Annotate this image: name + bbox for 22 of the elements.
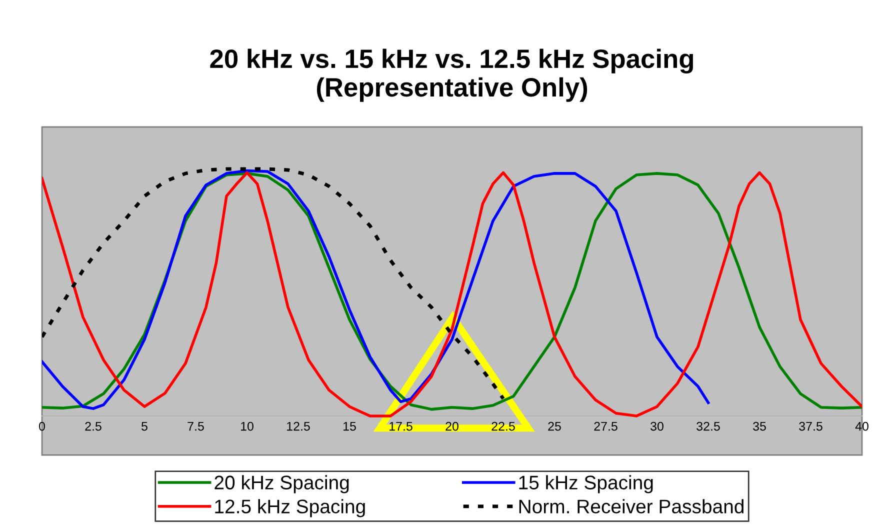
x-tick-label: 10 <box>241 422 254 431</box>
x-tick-label: 32.5 <box>696 422 720 431</box>
x-tick-label: 35 <box>753 422 766 431</box>
x-tick-label: 7.5 <box>188 422 204 431</box>
x-tick-label: 5 <box>142 422 148 431</box>
legend-label: 15 kHz Spacing <box>519 475 653 494</box>
x-tick-label: 2.5 <box>85 422 102 431</box>
x-tick-label: 40 <box>855 422 868 431</box>
legend-label: 12.5 kHz Spacing <box>215 499 365 518</box>
legend-label: 20 kHz Spacing <box>214 475 349 494</box>
x-tick-label: 20 <box>446 422 458 431</box>
x-tick-label: 17.5 <box>390 422 412 431</box>
x-tick-label: 27.5 <box>594 422 618 431</box>
x-tick-label: 15 <box>344 422 356 431</box>
x-tick-label: 25 <box>548 422 561 431</box>
legend-label: Norm. Receiver Passband <box>519 499 744 514</box>
x-tick-label: 37.5 <box>799 422 822 431</box>
x-tick-label: 22.5 <box>492 422 515 431</box>
x-tick-label: 30 <box>650 422 664 431</box>
chart-title: 20 kHz vs. 15 kHz vs. 12.5 kHz Spacing (Representative Only) <box>210 48 694 102</box>
x-tick-label: 0 <box>39 422 45 431</box>
x-tick-label: 12.5 <box>287 422 310 431</box>
